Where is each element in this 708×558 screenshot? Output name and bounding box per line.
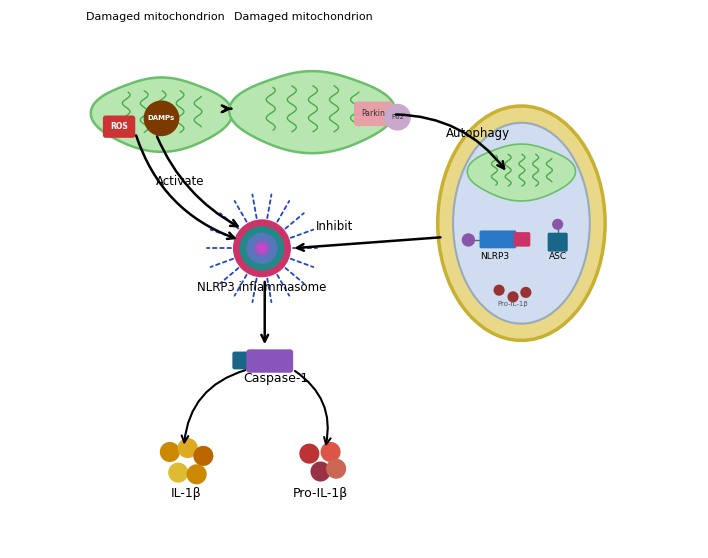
Ellipse shape: [438, 106, 605, 340]
FancyBboxPatch shape: [513, 232, 530, 247]
FancyBboxPatch shape: [246, 349, 293, 373]
Text: Damaged mitochondrion: Damaged mitochondrion: [234, 12, 373, 22]
Text: Parkin: Parkin: [362, 109, 385, 118]
Text: DAMPs: DAMPs: [148, 116, 175, 121]
FancyBboxPatch shape: [479, 230, 516, 248]
Text: NLRP3: NLRP3: [480, 252, 509, 261]
Circle shape: [239, 226, 284, 271]
Circle shape: [160, 442, 180, 462]
Text: Pro-IL-1β: Pro-IL-1β: [293, 487, 348, 501]
FancyArrowPatch shape: [182, 370, 245, 442]
Text: IL-1β: IL-1β: [171, 487, 202, 501]
Text: P62: P62: [391, 114, 404, 120]
Polygon shape: [467, 144, 576, 201]
Text: Autophagy: Autophagy: [446, 127, 510, 140]
FancyBboxPatch shape: [103, 116, 135, 138]
Circle shape: [144, 100, 179, 136]
Circle shape: [462, 233, 475, 247]
Text: Activate: Activate: [156, 175, 205, 188]
FancyArrowPatch shape: [295, 371, 331, 444]
Text: Caspase-1: Caspase-1: [244, 372, 309, 385]
FancyBboxPatch shape: [232, 352, 251, 369]
Circle shape: [187, 464, 207, 484]
Circle shape: [520, 287, 532, 298]
Polygon shape: [91, 78, 232, 152]
Circle shape: [193, 446, 213, 466]
Circle shape: [326, 459, 346, 479]
Circle shape: [384, 104, 411, 131]
Text: ROS: ROS: [110, 122, 128, 131]
Circle shape: [508, 291, 518, 302]
Text: Damaged mitochondrion: Damaged mitochondrion: [86, 12, 225, 22]
Text: ASC: ASC: [549, 252, 566, 261]
FancyBboxPatch shape: [547, 233, 568, 252]
Text: Pro-IL-1β: Pro-IL-1β: [497, 301, 528, 307]
Text: NLRP3 inflammasome: NLRP3 inflammasome: [198, 281, 326, 294]
Circle shape: [321, 442, 341, 462]
Circle shape: [233, 219, 291, 277]
Circle shape: [552, 219, 564, 230]
Polygon shape: [229, 71, 395, 153]
Text: Inhibit: Inhibit: [316, 220, 353, 233]
Circle shape: [169, 463, 188, 483]
Circle shape: [246, 233, 278, 264]
Circle shape: [493, 285, 505, 296]
FancyBboxPatch shape: [354, 102, 393, 126]
Circle shape: [299, 444, 319, 464]
Circle shape: [311, 461, 331, 482]
Circle shape: [253, 239, 271, 257]
Ellipse shape: [453, 123, 590, 324]
Circle shape: [178, 438, 198, 458]
